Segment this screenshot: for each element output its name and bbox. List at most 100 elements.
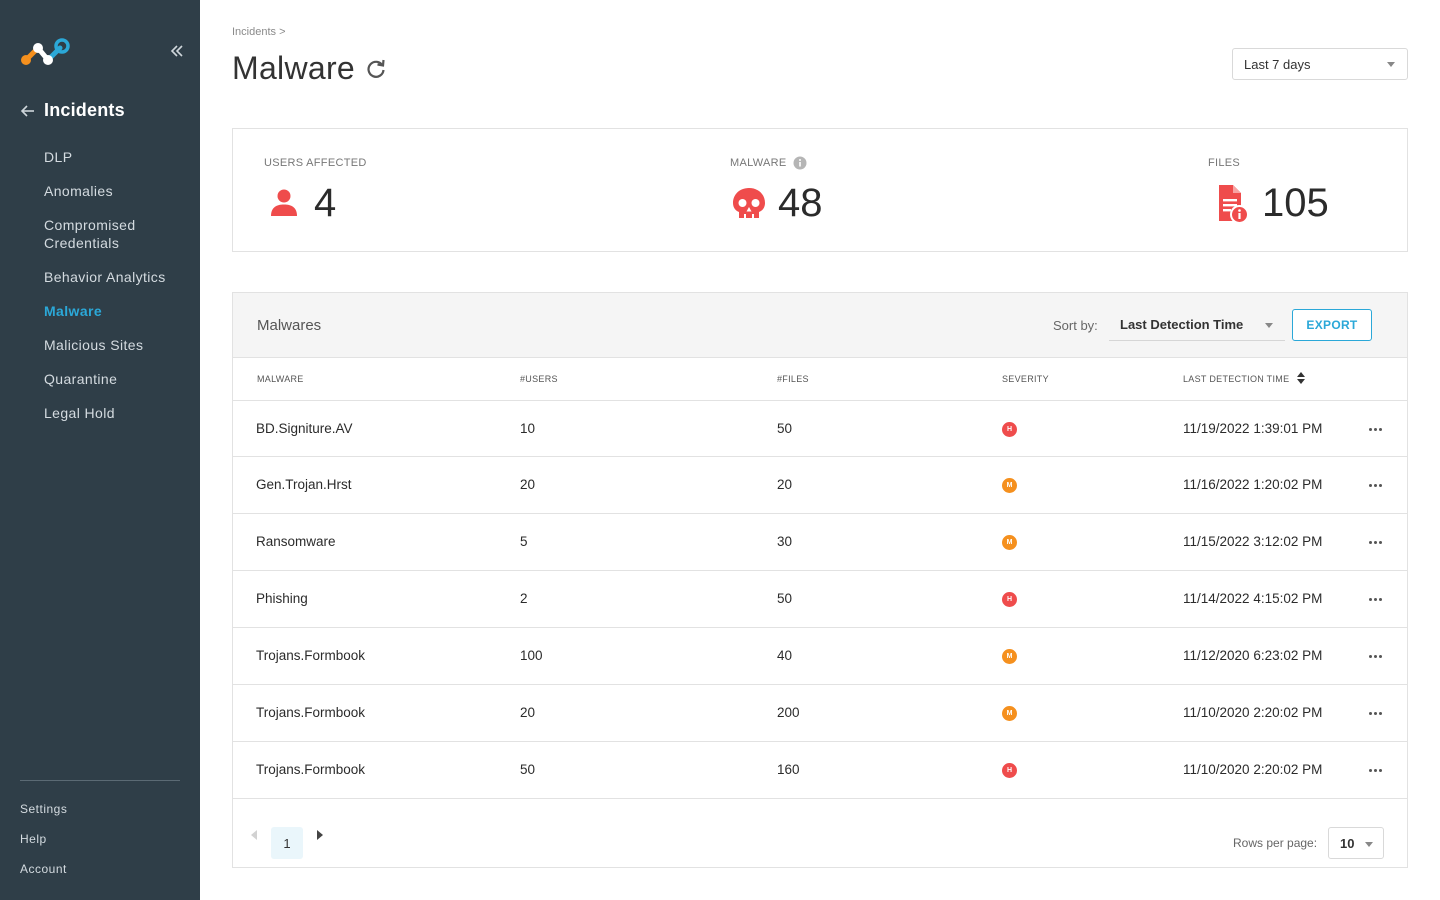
chevron-down-icon bbox=[1365, 842, 1373, 847]
cell-malware-name: Phishing bbox=[256, 591, 308, 606]
stat-label: MALWARE bbox=[730, 157, 787, 169]
more-actions-icon[interactable] bbox=[1365, 419, 1385, 439]
sidebar-item-legal-hold[interactable]: Legal Hold bbox=[44, 405, 115, 421]
cell-users: 20 bbox=[520, 705, 536, 720]
severity-high-badge: H bbox=[1002, 422, 1017, 437]
sidebar-item-compromised-credentials[interactable]: Compromised Credentials bbox=[44, 217, 136, 251]
cell-users: 2 bbox=[520, 591, 528, 606]
nav-section-title: Incidents bbox=[44, 100, 125, 120]
cell-users: 5 bbox=[520, 534, 528, 549]
more-actions-icon[interactable] bbox=[1365, 703, 1385, 723]
page-title: Malware bbox=[232, 50, 356, 86]
cell-files: 50 bbox=[777, 421, 793, 436]
severity-high-badge: H bbox=[1002, 763, 1017, 778]
cell-last-detection: 11/12/2020 6:23:02 PM bbox=[1183, 648, 1323, 663]
stat-users-affected: USERS AFFECTED 4 bbox=[264, 155, 367, 226]
more-actions-icon[interactable] bbox=[1365, 760, 1385, 780]
more-actions-icon[interactable] bbox=[1365, 532, 1385, 552]
previous-page-icon[interactable] bbox=[249, 829, 259, 841]
user-icon bbox=[271, 189, 297, 216]
cell-last-detection: 11/10/2020 2:20:02 PM bbox=[1183, 705, 1323, 720]
table-row[interactable]: BD.Signiture.AV 10 50 H 11/19/2022 1:39:… bbox=[233, 401, 1407, 457]
table-row[interactable]: Trojans.Formbook 20 200 M 11/10/2020 2:2… bbox=[233, 685, 1407, 742]
cell-files: 30 bbox=[777, 534, 793, 549]
stat-label: USERS AFFECTED bbox=[264, 157, 367, 169]
sidebar-item-quarantine[interactable]: Quarantine bbox=[44, 371, 118, 387]
pagination: 1 Rows per page: 10 bbox=[233, 801, 1407, 867]
more-actions-icon[interactable] bbox=[1365, 646, 1385, 666]
severity-medium-badge: M bbox=[1002, 535, 1017, 550]
arrow-left-icon bbox=[20, 104, 34, 117]
cell-malware-name: Ransomware bbox=[256, 534, 336, 549]
export-button[interactable]: EXPORT bbox=[1292, 309, 1372, 341]
cell-malware-name: Gen.Trojan.Hrst bbox=[256, 477, 352, 492]
cell-last-detection: 11/14/2022 4:15:02 PM bbox=[1183, 591, 1323, 606]
brand-logo-icon[interactable] bbox=[20, 36, 72, 68]
stat-malware: MALWARE 48 bbox=[730, 155, 823, 226]
date-range-value: Last 7 days bbox=[1244, 56, 1311, 72]
table-title: Malwares bbox=[257, 317, 322, 334]
table-toolbar: Malwares Sort by: Last Detection Time EX… bbox=[233, 293, 1407, 358]
column-header-malware[interactable]: MALWARE bbox=[257, 374, 304, 384]
cell-files: 20 bbox=[777, 477, 793, 492]
cell-last-detection: 11/10/2020 2:20:02 PM bbox=[1183, 762, 1323, 777]
column-header-users[interactable]: #USERS bbox=[520, 374, 558, 384]
sidebar-item-malware[interactable]: Malware bbox=[44, 303, 103, 319]
cell-malware-name: Trojans.Formbook bbox=[256, 762, 366, 777]
malwares-table-card: Malwares Sort by: Last Detection Time EX… bbox=[232, 292, 1408, 868]
stat-value: 48 bbox=[778, 181, 823, 225]
stat-value: 4 bbox=[314, 181, 337, 225]
sidebar-item-behavior-analytics[interactable]: Behavior Analytics bbox=[44, 269, 166, 285]
stats-card: USERS AFFECTED 4 MALWARE bbox=[232, 128, 1408, 252]
cell-files: 200 bbox=[777, 705, 800, 720]
table-row[interactable]: Trojans.Formbook 50 160 H 11/10/2020 2:2… bbox=[233, 742, 1407, 799]
sidebar-item-anomalies[interactable]: Anomalies bbox=[44, 183, 113, 199]
collapse-sidebar-icon[interactable] bbox=[168, 42, 186, 60]
sidebar-item-help[interactable]: Help bbox=[20, 832, 47, 846]
refresh-icon[interactable] bbox=[365, 58, 387, 80]
skull-icon bbox=[733, 187, 765, 218]
table-row[interactable]: Gen.Trojan.Hrst 20 20 M 11/16/2022 1:20:… bbox=[233, 457, 1407, 514]
next-page-icon[interactable] bbox=[315, 829, 325, 841]
severity-high-badge: H bbox=[1002, 592, 1017, 607]
sidebar-item-account[interactable]: Account bbox=[20, 862, 67, 876]
sidebar-bottom-nav: Settings Help Account bbox=[20, 801, 67, 891]
sidebar-divider bbox=[20, 780, 180, 781]
date-range-select[interactable]: Last 7 days bbox=[1232, 48, 1408, 80]
table-row[interactable]: Phishing 2 50 H 11/14/2022 4:15:02 PM bbox=[233, 571, 1407, 628]
table-row[interactable]: Trojans.Formbook 100 40 M 11/12/2020 6:2… bbox=[233, 628, 1407, 685]
cell-malware-name: Trojans.Formbook bbox=[256, 648, 366, 663]
column-header-files[interactable]: #FILES bbox=[777, 374, 809, 384]
nav-back-incidents[interactable]: Incidents bbox=[20, 100, 125, 121]
sort-arrows-icon[interactable] bbox=[1297, 372, 1305, 384]
table-header-row: MALWARE #USERS #FILES SEVERITY LAST DETE… bbox=[233, 358, 1407, 401]
column-header-last-detection-time[interactable]: LAST DETECTION TIME bbox=[1183, 374, 1290, 384]
cell-malware-name: BD.Signiture.AV bbox=[256, 421, 353, 436]
page-number-button[interactable]: 1 bbox=[271, 827, 303, 859]
stat-value: 105 bbox=[1262, 181, 1329, 225]
sort-select[interactable]: Last Detection Time bbox=[1109, 309, 1285, 341]
chevron-down-icon bbox=[1265, 323, 1273, 328]
more-actions-icon[interactable] bbox=[1365, 589, 1385, 609]
cell-files: 160 bbox=[777, 762, 800, 777]
cell-last-detection: 11/16/2022 1:20:02 PM bbox=[1183, 477, 1323, 492]
cell-users: 20 bbox=[520, 477, 536, 492]
chevron-down-icon bbox=[1387, 62, 1395, 67]
file-alert-icon bbox=[1219, 184, 1249, 224]
cell-malware-name: Trojans.Formbook bbox=[256, 705, 366, 720]
sidebar-item-dlp[interactable]: DLP bbox=[44, 149, 73, 165]
sidebar-item-malicious-sites[interactable]: Malicious Sites bbox=[44, 337, 144, 353]
info-icon[interactable] bbox=[793, 156, 807, 170]
column-header-severity[interactable]: SEVERITY bbox=[1002, 374, 1049, 384]
table-row[interactable]: Ransomware 5 30 M 11/15/2022 3:12:02 PM bbox=[233, 514, 1407, 571]
sidebar-item-settings[interactable]: Settings bbox=[20, 802, 68, 816]
severity-medium-badge: M bbox=[1002, 478, 1017, 493]
sort-value: Last Detection Time bbox=[1120, 317, 1244, 332]
rows-per-page-select[interactable]: 10 bbox=[1328, 827, 1384, 859]
stat-files: FILES 105 bbox=[1208, 155, 1329, 226]
rows-per-page-value: 10 bbox=[1340, 835, 1355, 851]
cell-last-detection: 11/15/2022 3:12:02 PM bbox=[1183, 534, 1323, 549]
stat-label: FILES bbox=[1208, 157, 1241, 169]
more-actions-icon[interactable] bbox=[1365, 475, 1385, 495]
breadcrumb[interactable]: Incidents > bbox=[232, 26, 286, 38]
